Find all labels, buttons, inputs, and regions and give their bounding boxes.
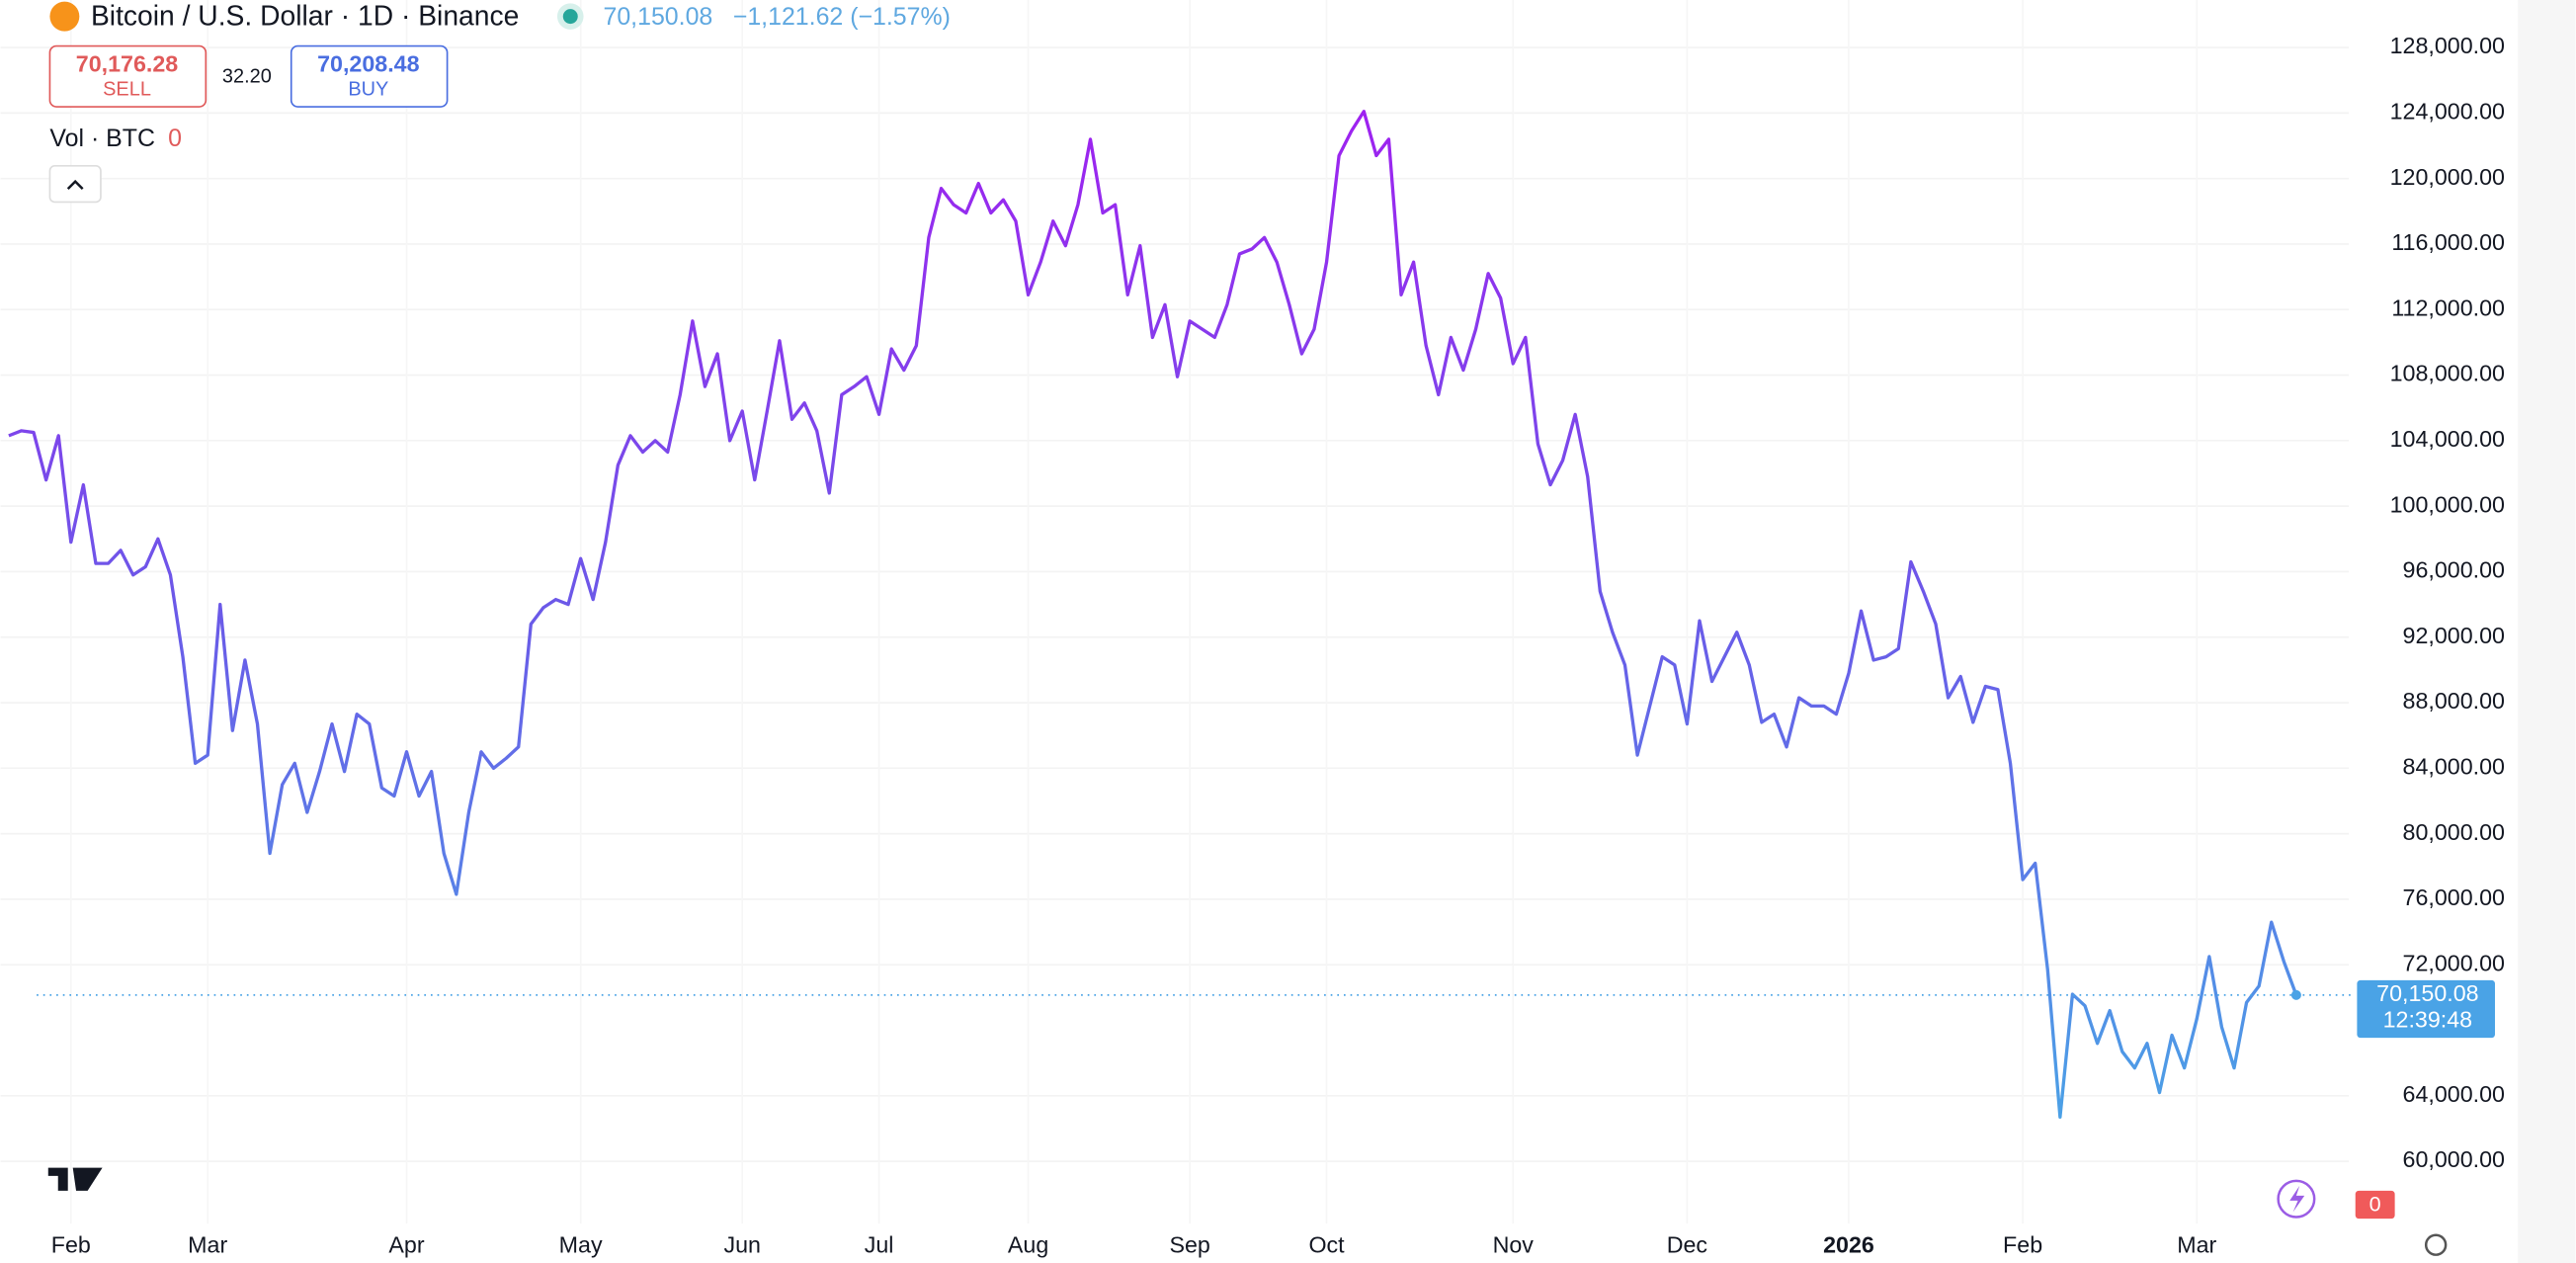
countdown: 12:39:48 <box>2383 1007 2473 1033</box>
y-tick-label: 112,000.00 <box>2391 295 2505 320</box>
x-tick-label: Oct <box>1308 1232 1345 1258</box>
x-tick-label: 2026 <box>1823 1232 1874 1258</box>
symbol: Bitcoin / U.S. Dollar · 1D · Binance <box>91 0 519 32</box>
lightning-button[interactable] <box>2277 1179 2316 1219</box>
last-point <box>2290 989 2301 1000</box>
collapse-button[interactable] <box>48 165 102 204</box>
change: −1,121.62 (−1.57%) <box>733 3 951 31</box>
volume-label: Vol · BTC <box>49 125 155 152</box>
buy-button[interactable] <box>290 44 449 108</box>
y-tick-label: 60,000.00 <box>2403 1146 2506 1172</box>
x-tick-label: Apr <box>388 1232 424 1258</box>
y-tick-label: 116,000.00 <box>2391 229 2505 255</box>
x-tick-label: Jun <box>723 1232 761 1258</box>
settings-icon[interactable] <box>2424 1233 2448 1256</box>
y-tick-label: 96,000.00 <box>2403 557 2506 583</box>
y-tick-label: 108,000.00 <box>2390 361 2505 386</box>
y-tick-label: 80,000.00 <box>2403 819 2506 845</box>
y-tick-label: 104,000.00 <box>2390 426 2505 452</box>
chevron <box>66 179 84 190</box>
x-tick-label: Aug <box>1008 1232 1048 1258</box>
x-tick-label: Mar <box>2177 1232 2216 1258</box>
y-tick-label: 84,000.00 <box>2403 753 2506 779</box>
buy-price: 70,208.48 <box>317 51 420 77</box>
status-dot <box>562 9 578 25</box>
x-tick-label: May <box>559 1232 603 1258</box>
buy-label: BUY <box>348 79 388 101</box>
y-tick-label: 72,000.00 <box>2403 950 2506 975</box>
x-tick-label: Mar <box>188 1232 227 1258</box>
x-tick-label: Feb <box>51 1232 91 1258</box>
y-tick-label: 76,000.00 <box>2403 884 2506 910</box>
spread: 32.20 <box>222 65 272 87</box>
badge-text: 0 <box>2369 1192 2381 1217</box>
logo <box>47 1167 103 1191</box>
x-tick-label: Dec <box>1667 1232 1708 1258</box>
y-tick-label: 64,000.00 <box>2403 1081 2506 1107</box>
lightning-icon <box>2289 1185 2305 1213</box>
y-tick-label: 88,000.00 <box>2403 688 2506 714</box>
x-tick-label: Sep <box>1169 1232 1209 1258</box>
volume-value: 0 <box>168 125 182 152</box>
price-line <box>8 110 2298 1120</box>
y-tick-label: 124,000.00 <box>2390 99 2505 125</box>
y-tick-label: 120,000.00 <box>2390 164 2505 190</box>
sell-label: SELL <box>103 79 151 101</box>
x-tick-label: Nov <box>1493 1232 1535 1258</box>
sell-price: 70,176.28 <box>76 51 179 77</box>
coin-icon <box>49 1 80 32</box>
x-tick-label: Feb <box>2003 1232 2042 1258</box>
x-tick-label: Jul <box>865 1232 894 1258</box>
y-tick-label: 100,000.00 <box>2390 491 2505 517</box>
price-tag <box>2357 979 2495 1039</box>
y-tick-label: 128,000.00 <box>2390 33 2505 58</box>
sell-button[interactable] <box>48 44 208 108</box>
y-tick-label: 92,000.00 <box>2403 623 2506 648</box>
last-price: 70,150.08 <box>603 3 712 31</box>
price-tag-text: 70,150.08 <box>2376 980 2478 1006</box>
right-edge <box>2518 0 2576 1263</box>
badge <box>2355 1190 2395 1220</box>
